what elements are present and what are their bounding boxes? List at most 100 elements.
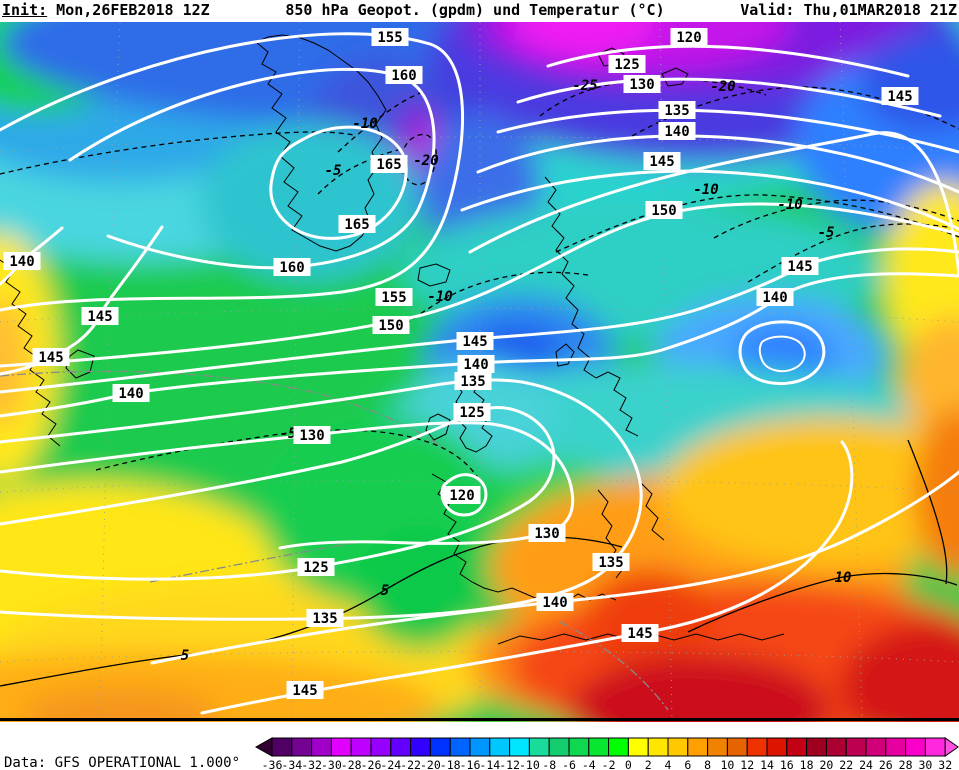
geopotential-label: 155 bbox=[375, 288, 413, 306]
colorbar-right-arrow bbox=[944, 737, 959, 757]
colorbar: -36 -34 -32 -30 -28 -26 -24 -22 -20 -18 -16 -14 -12-… bbox=[254, 737, 959, 770]
temperature-label: -20 bbox=[710, 79, 735, 95]
colorbar-cell bbox=[489, 737, 511, 757]
temperature-label: -10 bbox=[693, 182, 718, 198]
colorbar-cell bbox=[845, 737, 867, 757]
geopotential-label: 140 bbox=[756, 288, 794, 306]
colorbar-cell bbox=[924, 737, 946, 757]
geopotential-label: 140 bbox=[658, 122, 696, 140]
svg-text:165: 165 bbox=[376, 157, 401, 173]
data-source-line: Data: GFS OPERATIONAL 1.000° bbox=[4, 755, 241, 770]
geopotential-label: 145 bbox=[643, 152, 681, 170]
footer-bar: Data: GFS OPERATIONAL 1.000° (C) Wetterz… bbox=[0, 722, 959, 770]
init-label: Init: bbox=[2, 1, 48, 19]
svg-text:140: 140 bbox=[664, 124, 689, 140]
geopotential-label: 145 bbox=[881, 87, 919, 105]
map-canvas: -10 -20 -5 -25 -20 -10 -10 -10 -5 -5 5 5 10 155 160 16… bbox=[0, 22, 959, 722]
colorbar-cell bbox=[825, 737, 847, 757]
svg-text:140: 140 bbox=[118, 386, 143, 402]
geopotential-label: 120 bbox=[443, 486, 481, 504]
colorbar-tick: 4 bbox=[665, 758, 672, 770]
temperature-label: -5 bbox=[818, 225, 835, 241]
svg-text:135: 135 bbox=[664, 103, 689, 119]
geopotential-label: 130 bbox=[528, 524, 566, 542]
colorbar-cell bbox=[370, 737, 392, 757]
colorbar-tick: -6 bbox=[562, 758, 576, 770]
init-datetime: Mon,26FEB2018 12Z bbox=[47, 1, 210, 19]
svg-text:120: 120 bbox=[676, 30, 701, 46]
colorbar-tick: 22 bbox=[839, 758, 853, 770]
svg-text:160: 160 bbox=[391, 68, 416, 84]
geopotential-label: 165 bbox=[370, 155, 408, 173]
temperature-label: -10 bbox=[777, 197, 802, 213]
colorbar-cell bbox=[865, 737, 887, 757]
colorbar-cell bbox=[429, 737, 451, 757]
svg-text:160: 160 bbox=[279, 260, 304, 276]
colorbar-cell bbox=[311, 737, 332, 757]
geopotential-label: 140 bbox=[536, 593, 574, 611]
geopotential-label: 150 bbox=[645, 201, 683, 219]
geopotential-label: 165 bbox=[338, 215, 376, 233]
colorbar-tick: -30 bbox=[321, 758, 342, 770]
geopotential-label: 160 bbox=[273, 258, 311, 276]
colorbar-tick: 10 bbox=[720, 758, 734, 770]
svg-text:140: 140 bbox=[762, 290, 787, 306]
colorbar-cell bbox=[667, 737, 689, 757]
valid-label: Valid: bbox=[740, 1, 795, 19]
temperature-label: -25 bbox=[572, 78, 597, 94]
colorbar-cell bbox=[726, 737, 748, 757]
svg-text:130: 130 bbox=[534, 526, 559, 542]
temperature-label: 5 bbox=[181, 648, 189, 664]
geopotential-label: 145 bbox=[81, 307, 119, 325]
temperature-field bbox=[0, 22, 959, 722]
map-title: 850 hPa Geopot. (gpdm) und Temperatur (°… bbox=[285, 1, 665, 19]
colorbar-left-arrow bbox=[254, 737, 273, 757]
geopotential-label: 140 bbox=[112, 384, 150, 402]
colorbar-cell bbox=[271, 737, 293, 757]
colorbar-tick: 12 bbox=[740, 758, 754, 770]
svg-text:135: 135 bbox=[460, 374, 485, 390]
temperature-label: -10 bbox=[427, 289, 452, 305]
colorbar-cell bbox=[885, 737, 907, 757]
svg-text:150: 150 bbox=[651, 203, 676, 219]
svg-text:140: 140 bbox=[9, 254, 34, 270]
colorbar-tick: -18 bbox=[440, 758, 461, 770]
geopotential-label: 150 bbox=[372, 316, 410, 334]
svg-text:155: 155 bbox=[381, 290, 406, 306]
temperature-label: -10 bbox=[352, 116, 377, 132]
colorbar-cell bbox=[905, 737, 926, 757]
temperature-label: 5 bbox=[381, 583, 389, 599]
colorbar-tick: -10 bbox=[519, 758, 540, 770]
colorbar-tick: -2 bbox=[602, 758, 616, 770]
svg-text:140: 140 bbox=[463, 357, 488, 373]
colorbar-tick: -28 bbox=[341, 758, 362, 770]
temperature-label: -5 bbox=[280, 426, 297, 442]
svg-text:150: 150 bbox=[378, 318, 403, 334]
colorbar-tick: -34 bbox=[281, 758, 302, 770]
colorbar-tick: 20 bbox=[819, 758, 833, 770]
temperature-label: 10 bbox=[835, 570, 852, 586]
colorbar-tick: 2 bbox=[645, 758, 652, 770]
svg-text:165: 165 bbox=[344, 217, 369, 233]
svg-text:145: 145 bbox=[38, 350, 63, 366]
colorbar-tick: -8 bbox=[542, 758, 556, 770]
colorbar-tick: -26 bbox=[361, 758, 382, 770]
colorbar-tick: 18 bbox=[800, 758, 814, 770]
geopotential-label: 135 bbox=[306, 609, 344, 627]
colorbar-cell bbox=[330, 737, 352, 757]
svg-text:125: 125 bbox=[459, 405, 484, 421]
svg-text:145: 145 bbox=[887, 89, 912, 105]
footer-credits: Data: GFS OPERATIONAL 1.000° (C) Wetterz… bbox=[4, 723, 240, 770]
colorbar-cell bbox=[806, 737, 827, 757]
colorbar-cell bbox=[766, 737, 788, 757]
svg-text:145: 145 bbox=[87, 309, 112, 325]
colorbar-tick: -4 bbox=[582, 758, 596, 770]
colorbar-tick: -14 bbox=[479, 758, 500, 770]
svg-text:135: 135 bbox=[312, 611, 337, 627]
geopotential-label: 130 bbox=[293, 426, 331, 444]
svg-text:130: 130 bbox=[299, 428, 324, 444]
geopotential-label: 125 bbox=[453, 403, 491, 421]
geopotential-label: 155 bbox=[371, 28, 409, 46]
geopotential-label: 125 bbox=[608, 55, 646, 73]
